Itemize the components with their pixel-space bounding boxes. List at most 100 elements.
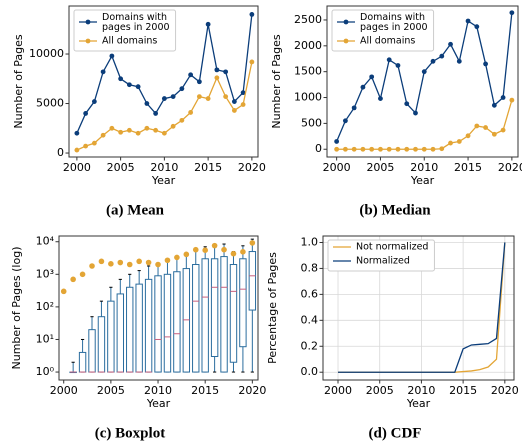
- point: [118, 76, 124, 82]
- point: [360, 146, 366, 152]
- x-tick-label: 2000: [50, 384, 78, 397]
- point: [413, 146, 418, 152]
- legend-box: [73, 9, 177, 52]
- point: [474, 123, 480, 129]
- box: [107, 300, 115, 373]
- legend-marker: [85, 38, 91, 44]
- point: [91, 99, 97, 104]
- point: [351, 105, 357, 111]
- point: [144, 125, 150, 131]
- y-tick-label: 10²: [36, 300, 54, 313]
- caption: (a) Mean: [106, 202, 165, 218]
- point: [395, 146, 401, 152]
- mean-point: [60, 288, 67, 295]
- y-tick-label: 10⁴: [36, 235, 55, 248]
- x-tick-label: 2005: [366, 384, 394, 397]
- point: [249, 12, 255, 17]
- point: [126, 127, 132, 133]
- x-tick-label: 2000: [323, 161, 351, 174]
- box: [144, 278, 153, 373]
- x-tick-label: 2000: [63, 161, 91, 174]
- y-tick-label: 10000: [29, 47, 64, 60]
- point: [118, 129, 124, 135]
- mean-point: [136, 258, 142, 265]
- x-tick-label: 2010: [407, 384, 435, 397]
- x-tick-label: 2015: [449, 384, 477, 397]
- point: [100, 69, 106, 75]
- point: [404, 101, 410, 107]
- point: [474, 24, 480, 30]
- y-tick-label: 0.8: [301, 261, 319, 274]
- point: [378, 96, 383, 101]
- point: [342, 118, 348, 124]
- plot-frame: [326, 5, 519, 158]
- y-tick-label: 0: [57, 146, 64, 159]
- point: [334, 146, 340, 152]
- point: [109, 125, 115, 131]
- caption: (c) Boxplot: [95, 425, 165, 441]
- point: [74, 147, 80, 153]
- caption: (d) CDF: [369, 425, 422, 441]
- point: [153, 111, 159, 116]
- point: [161, 96, 167, 101]
- point: [430, 58, 436, 64]
- point: [404, 146, 410, 152]
- x-tick-label: 2020: [238, 161, 266, 174]
- point: [240, 102, 246, 107]
- x-axis-label: Year: [410, 174, 435, 187]
- y-tick-label: 0.4: [301, 313, 319, 326]
- point: [179, 117, 185, 123]
- y-tick-label: 0: [315, 142, 322, 155]
- mean-point: [183, 251, 190, 258]
- point: [456, 139, 462, 144]
- point: [395, 63, 401, 68]
- point: [448, 41, 453, 47]
- point: [456, 58, 462, 64]
- x-tick-label: 2020: [238, 384, 266, 397]
- mean-point: [192, 246, 199, 253]
- box: [163, 273, 172, 373]
- box: [78, 351, 87, 373]
- point: [421, 69, 427, 75]
- point: [83, 143, 89, 149]
- box: [210, 258, 219, 358]
- mean-point: [98, 258, 105, 265]
- mean-point: [145, 259, 152, 266]
- legend-label: Domains with pages in 2000: [102, 12, 170, 33]
- box: [154, 275, 162, 373]
- point: [100, 132, 106, 138]
- point: [386, 146, 392, 152]
- legend-label: All domains: [360, 36, 415, 47]
- series-line: [338, 242, 506, 373]
- mean-point: [155, 261, 161, 268]
- point: [205, 96, 211, 101]
- x-tick-label: 2015: [194, 161, 222, 174]
- point: [135, 130, 141, 136]
- point: [109, 53, 115, 59]
- point: [483, 125, 488, 130]
- point: [83, 111, 89, 116]
- mean-point: [89, 263, 95, 269]
- y-tick-label: 0.0: [301, 365, 319, 378]
- point: [500, 95, 506, 100]
- legend-marker: [85, 19, 91, 25]
- point: [231, 108, 237, 113]
- box: [173, 271, 181, 373]
- x-tick-label: 2020: [491, 384, 519, 397]
- mean-point: [221, 246, 227, 253]
- point: [170, 123, 176, 129]
- x-tick-label: 2010: [144, 384, 172, 397]
- y-axis-label: Number of Pages (log): [10, 247, 23, 370]
- mean-point: [70, 276, 76, 283]
- legend-marker: [343, 19, 349, 25]
- point: [144, 101, 150, 106]
- point: [196, 79, 202, 85]
- y-tick-label: 2000: [294, 39, 322, 52]
- point: [223, 94, 229, 99]
- point: [188, 72, 194, 78]
- point: [360, 84, 366, 90]
- y-axis-label: Number of Pages: [270, 34, 283, 128]
- point: [421, 146, 427, 152]
- plot-frame: [58, 235, 259, 381]
- y-tick-label: 10³: [36, 267, 54, 280]
